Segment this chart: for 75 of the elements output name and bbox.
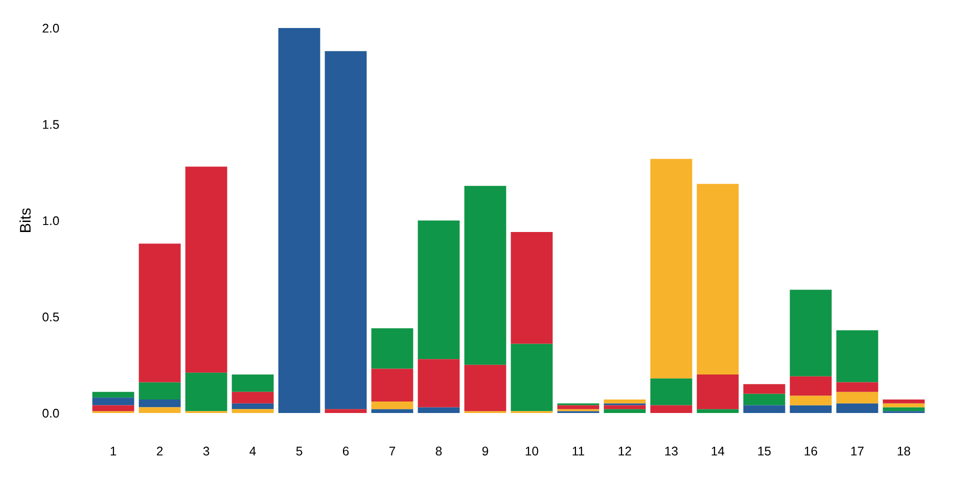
bar (882, 403, 925, 408)
bar (510, 232, 553, 344)
bar (185, 372, 228, 412)
bar (232, 403, 274, 410)
bar (138, 244, 181, 382)
bar (836, 382, 878, 392)
bar (882, 407, 925, 412)
x-tick-label: 3 (203, 446, 210, 456)
bar (743, 405, 786, 413)
x-tick-label: 16 (804, 446, 818, 456)
y-tick-label: 0.5 (42, 312, 59, 322)
x-tick-label: 18 (898, 446, 910, 456)
bar (278, 28, 320, 413)
x-tick-label: 4 (250, 446, 256, 456)
bar (696, 374, 739, 410)
bar (371, 368, 414, 402)
bar (92, 405, 134, 412)
bar (696, 409, 739, 413)
bar (557, 405, 600, 410)
bar (510, 344, 553, 412)
bar (604, 400, 646, 404)
bar (232, 409, 274, 413)
bar (696, 184, 739, 374)
bar (232, 392, 274, 404)
bar (464, 364, 506, 412)
bar (371, 328, 414, 369)
x-tick-label: 7 (389, 446, 396, 456)
bar (836, 392, 878, 404)
bar (604, 405, 646, 410)
bar (138, 400, 181, 408)
bar (743, 394, 786, 406)
bar (138, 382, 181, 400)
bar (418, 220, 460, 360)
x-tick-label: 17 (851, 446, 864, 456)
bar (371, 409, 414, 413)
bar (371, 401, 414, 410)
x-tick-label: 14 (712, 446, 724, 456)
bar (882, 400, 925, 404)
bar (650, 405, 692, 413)
x-tick-label: 9 (482, 446, 488, 456)
x-tick-label: 6 (342, 446, 349, 456)
bar (790, 376, 832, 396)
bar (92, 392, 134, 398)
bar (418, 359, 460, 408)
bar (464, 186, 506, 365)
bar (418, 407, 460, 413)
bar (604, 409, 646, 413)
x-tick-label: 1 (110, 446, 116, 456)
y-tick-label: 0.0 (42, 408, 59, 418)
bar (650, 158, 692, 378)
x-tick-label: 15 (758, 446, 771, 456)
bar (650, 378, 692, 406)
x-tick-label: 11 (572, 446, 584, 456)
bar (790, 396, 832, 406)
bar (790, 405, 832, 413)
bar (92, 398, 134, 406)
x-tick-label: 13 (665, 446, 678, 456)
y-axis-title: Bits (19, 208, 31, 232)
y-tick-label: 1.0 (43, 216, 59, 226)
bar (185, 166, 228, 373)
bar (790, 290, 832, 376)
bar (743, 384, 786, 394)
bar (324, 409, 367, 413)
bar (836, 330, 878, 382)
x-tick-label: 12 (618, 446, 632, 456)
y-tick-label: 1.5 (43, 120, 59, 129)
x-tick-label: 2 (156, 446, 163, 456)
x-tick-label: 5 (296, 446, 302, 456)
bar (324, 51, 367, 410)
bar (232, 374, 274, 392)
y-tick-label: 2.0 (42, 24, 59, 33)
x-tick-label: 10 (526, 446, 538, 456)
bar (138, 407, 181, 413)
bar (836, 403, 878, 413)
x-tick-label: 8 (436, 446, 442, 456)
